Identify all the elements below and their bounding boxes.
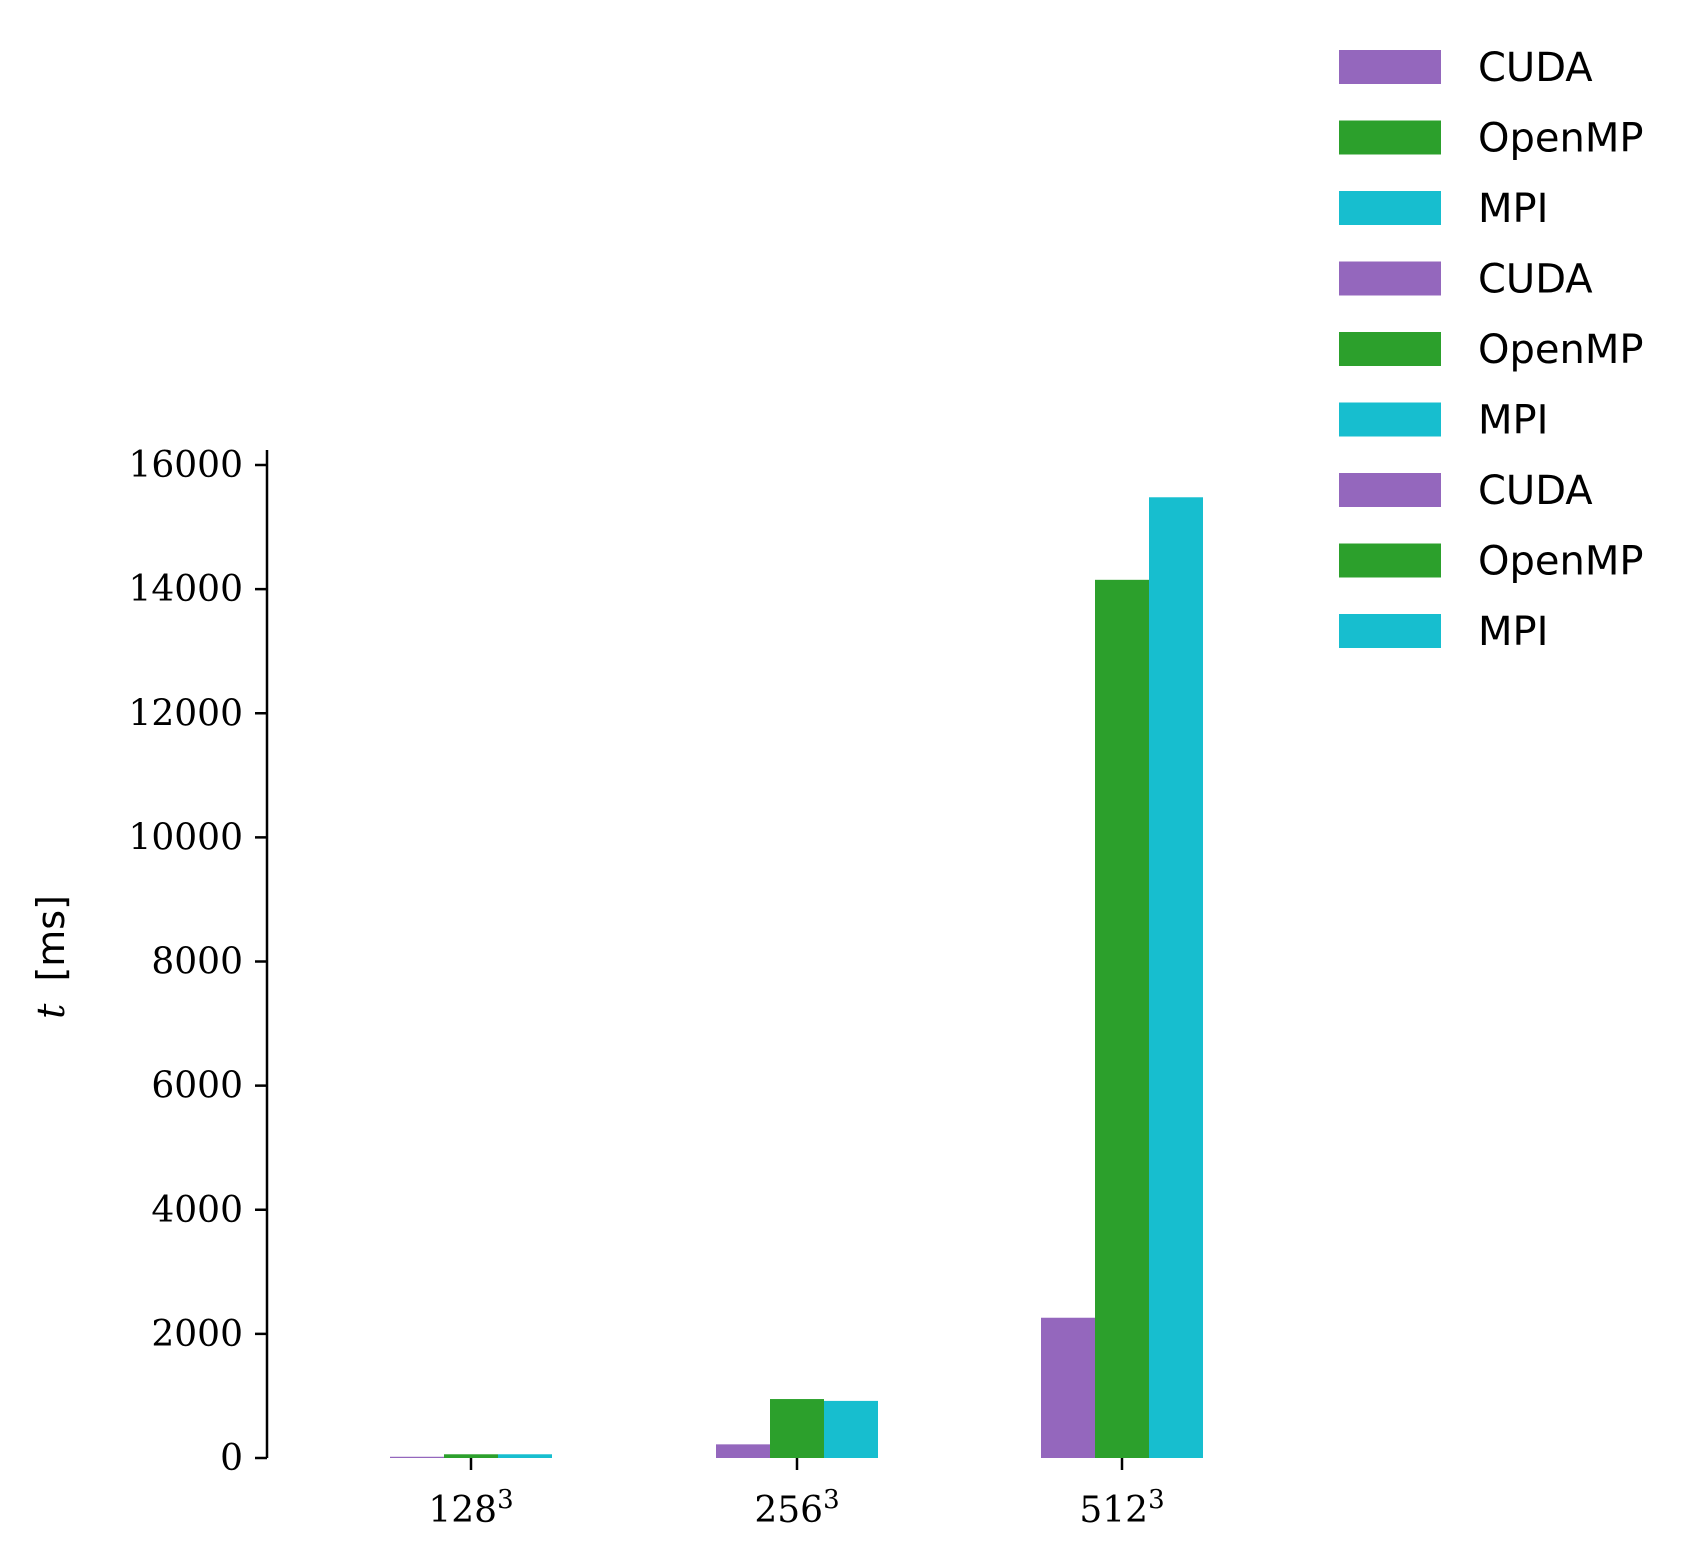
legend-label-openmp: OpenMP xyxy=(1478,116,1643,162)
y-tick-label: 14000 xyxy=(128,569,243,610)
legend-swatch-cuda xyxy=(1339,50,1441,84)
y-tick-label: 2000 xyxy=(151,1314,243,1355)
bar-cuda-512 xyxy=(1041,1317,1095,1458)
y-tick-label: 6000 xyxy=(151,1066,243,1107)
legend-swatch-openmp xyxy=(1339,120,1441,155)
legend-swatch-openmp xyxy=(1339,543,1441,578)
bar-openmp-256 xyxy=(770,1399,824,1458)
y-tick-label: 4000 xyxy=(151,1190,243,1231)
bar-mpi-512 xyxy=(1149,497,1203,1459)
legend-swatch-mpi xyxy=(1339,402,1441,437)
y-ticks-group: 0 2000 4000 6000 8000 10000 12000 14000 16000 xyxy=(128,445,267,1479)
legend-label-cuda: CUDA xyxy=(1478,257,1593,303)
bar-openmp-128 xyxy=(444,1454,498,1458)
y-axis-label-unit: [ms] xyxy=(29,895,73,981)
legend-swatch-openmp xyxy=(1339,332,1441,366)
legend-label-openmp: OpenMP xyxy=(1478,327,1643,373)
y-tick-label: 10000 xyxy=(128,817,243,858)
y-axis-label: t [ms] xyxy=(29,895,73,1019)
legend-swatch-mpi xyxy=(1339,614,1441,648)
y-tick-label: 8000 xyxy=(151,942,243,983)
x-tick-label: 5123 xyxy=(1079,1485,1164,1531)
y-tick-label: 0 xyxy=(220,1438,243,1479)
bar-mpi-256 xyxy=(824,1400,878,1458)
legend-label-mpi: MPI xyxy=(1478,609,1548,655)
bar-mpi-128 xyxy=(498,1454,552,1458)
legend-swatch-cuda xyxy=(1339,261,1441,296)
x-ticks-group: 1283 2563 5123 xyxy=(428,1458,1165,1531)
y-tick-label: 12000 xyxy=(128,693,243,734)
legend: CUDA OpenMP MPI CUDA OpenMP MPI CUDA OpenMP MPI xyxy=(1339,45,1643,655)
x-tick-label: 2563 xyxy=(754,1485,839,1531)
legend-label-mpi: MPI xyxy=(1478,398,1548,444)
legend-swatch-cuda xyxy=(1339,473,1441,507)
bar-cuda-128 xyxy=(390,1456,444,1458)
bars-group xyxy=(390,497,1203,1459)
legend-label-cuda: CUDA xyxy=(1478,45,1593,91)
bar-cuda-256 xyxy=(716,1444,770,1458)
legend-label-openmp: OpenMP xyxy=(1478,539,1643,585)
x-tick-label: 1283 xyxy=(428,1485,513,1531)
legend-label-cuda: CUDA xyxy=(1478,468,1593,514)
bar-openmp-512 xyxy=(1095,579,1149,1458)
y-tick-label: 16000 xyxy=(128,445,243,486)
legend-label-mpi: MPI xyxy=(1478,186,1548,232)
y-axis-label-var: t xyxy=(29,1003,73,1019)
legend-swatch-mpi xyxy=(1339,191,1441,225)
